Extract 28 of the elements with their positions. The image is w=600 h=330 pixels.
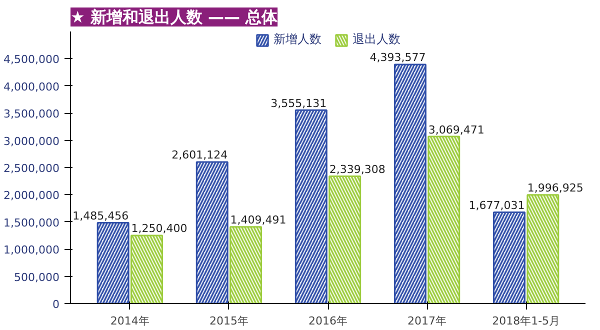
data-label: 3,555,131: [270, 96, 327, 110]
data-label: 4,393,577: [370, 51, 426, 64]
x-tick-label: 2014年: [110, 314, 150, 328]
x-tick-label: 2016年: [308, 314, 348, 328]
x-tick-label: 2018年1-5月: [492, 314, 560, 328]
y-tick-label: 4,500,000: [4, 53, 60, 66]
data-label: 1,250,400: [131, 222, 188, 236]
data-label: 3,069,471: [428, 123, 484, 136]
legend-label: 退出人数: [352, 31, 400, 48]
data-label: 1,485,456: [72, 209, 129, 222]
x-tick-label: 2017年: [408, 314, 447, 328]
y-tick-label: 500,000: [14, 270, 60, 284]
chart-title: ★ 新增和退出人数 —— 总体: [70, 8, 279, 26]
data-label: 2,601,124: [172, 148, 228, 162]
data-label: 1,677,031: [468, 199, 525, 212]
data-label: 1,996,925: [527, 182, 584, 195]
y-tick-label: 3,500,000: [4, 108, 60, 121]
y-tick-label: 1,000,000: [4, 244, 60, 257]
y-tick-label: 1,500,000: [4, 216, 60, 230]
legend-label: 新增人数: [274, 31, 322, 48]
y-tick-label: 4,000,000: [4, 80, 60, 94]
y-tick-label: 2,500,000: [4, 162, 60, 175]
y-tick-label: 2,000,000: [4, 189, 60, 202]
y-tick-label: 0: [52, 298, 60, 311]
data-label: 1,409,491: [230, 214, 286, 227]
y-tick-label: 3,000,000: [4, 134, 60, 148]
data-label: 2,339,308: [329, 162, 386, 176]
x-tick-label: 2015年: [209, 314, 248, 328]
